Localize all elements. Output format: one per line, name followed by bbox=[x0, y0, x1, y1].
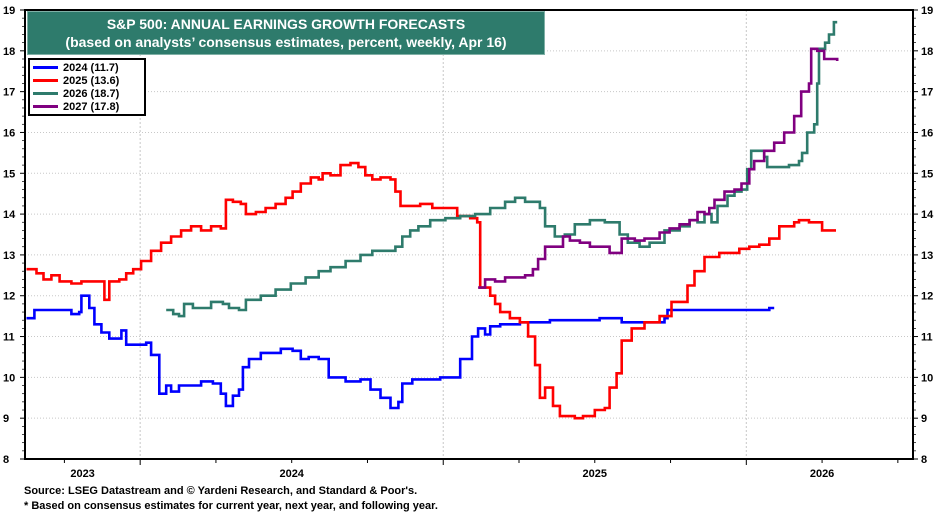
legend-swatch-2026 bbox=[33, 92, 58, 95]
y-tick-label-left: 17 bbox=[3, 87, 15, 99]
legend-item-2024: 2024 (11.7) bbox=[33, 61, 141, 74]
y-tick-label-left: 19 bbox=[3, 5, 15, 17]
y-tick-label-right: 8 bbox=[921, 454, 927, 466]
x-tick-label: 2025 bbox=[583, 468, 607, 480]
y-tick-label-left: 16 bbox=[3, 127, 15, 139]
y-tick-label-right: 10 bbox=[921, 372, 933, 384]
x-tick-label: 2026 bbox=[810, 468, 834, 480]
axes: 8 8 9 9 10 10 11 11 12 12 13 13 14 14 15 15 16 16 17 17 18 18… bbox=[3, 5, 934, 480]
y-tick-label-left: 14 bbox=[3, 209, 16, 221]
legend-item-2026: 2026 (18.7) bbox=[33, 87, 141, 100]
source-note: Source: LSEG Datastream and © Yardeni Re… bbox=[24, 485, 418, 497]
legend-label-2024: 2024 (11.7) bbox=[63, 61, 119, 74]
y-tick-label-left: 10 bbox=[3, 372, 15, 384]
series-line-2024 bbox=[26, 294, 775, 410]
series-line-2026 bbox=[166, 20, 838, 318]
y-tick-label-right: 14 bbox=[921, 209, 934, 221]
y-tick-label-right: 17 bbox=[921, 87, 933, 99]
y-tick-label-left: 13 bbox=[3, 250, 15, 262]
x-tick-label: 2024 bbox=[279, 468, 304, 480]
footnote: * Based on consensus estimates for curre… bbox=[24, 500, 438, 512]
legend-item-2025: 2025 (13.6) bbox=[33, 74, 141, 87]
series-line-2025 bbox=[26, 161, 836, 420]
x-tick-label: 2023 bbox=[70, 468, 94, 480]
y-tick-label-right: 9 bbox=[921, 413, 927, 425]
series-line-2027 bbox=[478, 47, 839, 289]
y-tick-label-right: 15 bbox=[921, 168, 933, 180]
legend-label-2027: 2027 (17.8) bbox=[63, 100, 120, 113]
y-tick-label-left: 9 bbox=[3, 413, 9, 425]
legend-swatch-2027 bbox=[33, 105, 58, 108]
chart-title-box: S&P 500: ANNUAL EARNINGS GROWTH FORECAST… bbox=[27, 11, 545, 55]
chart-subtitle: (based on analysts’ consensus estimates,… bbox=[65, 34, 507, 50]
y-tick-label-right: 13 bbox=[921, 250, 933, 262]
legend-label-2026: 2026 (18.7) bbox=[63, 87, 120, 100]
y-tick-label-right: 16 bbox=[921, 127, 933, 139]
series-lines bbox=[26, 20, 839, 420]
legend-swatch-2025 bbox=[33, 79, 58, 82]
y-tick-label-left: 15 bbox=[3, 168, 15, 180]
y-tick-label-left: 12 bbox=[3, 291, 15, 303]
legend-swatch-2024 bbox=[33, 66, 58, 69]
y-tick-label-right: 19 bbox=[921, 5, 933, 17]
y-tick-label-right: 11 bbox=[921, 332, 933, 344]
y-tick-label-left: 8 bbox=[3, 454, 9, 466]
legend: 2024 (11.7) 2025 (13.6) 2026 (18.7) 2027… bbox=[28, 58, 146, 116]
chart-title: S&P 500: ANNUAL EARNINGS GROWTH FORECAST… bbox=[106, 16, 466, 32]
legend-item-2027: 2027 (17.8) bbox=[33, 100, 141, 113]
y-tick-label-left: 18 bbox=[3, 46, 15, 58]
y-tick-label-left: 11 bbox=[3, 332, 15, 344]
plot-frame bbox=[24, 9, 914, 460]
y-tick-label-right: 12 bbox=[921, 291, 933, 303]
y-tick-label-right: 18 bbox=[921, 46, 933, 58]
legend-label-2025: 2025 (13.6) bbox=[63, 74, 120, 87]
